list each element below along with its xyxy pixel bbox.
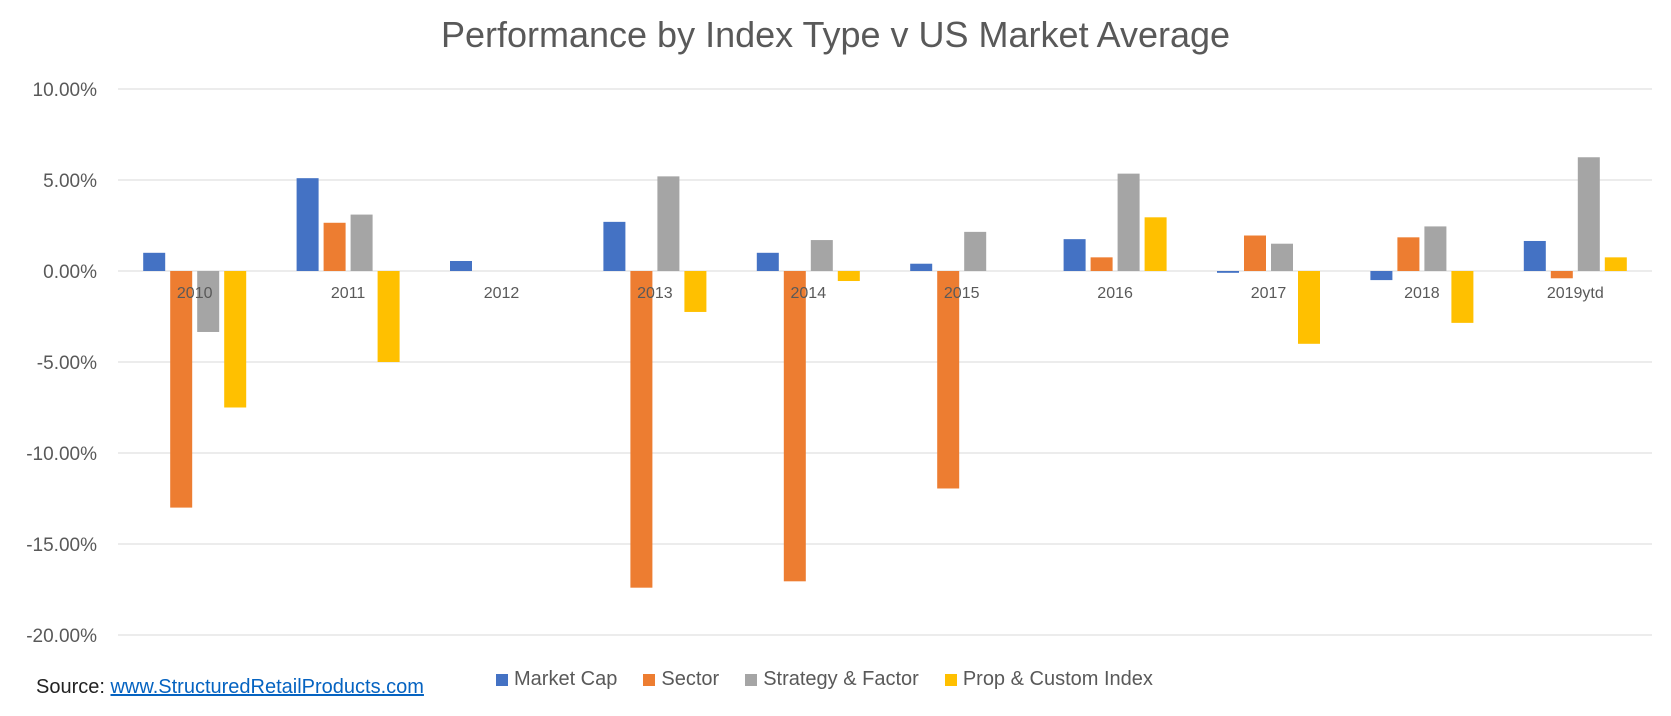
bar xyxy=(1271,243,1293,271)
bar xyxy=(197,271,220,332)
x-category-label: 2018 xyxy=(1404,285,1440,302)
bar xyxy=(1217,271,1239,273)
legend-item: Prop & Custom Index xyxy=(944,668,1153,691)
bar xyxy=(937,271,960,489)
bar xyxy=(1523,240,1546,271)
bar xyxy=(1550,271,1573,279)
chart-title: Performance by Index Type v US Market Av… xyxy=(440,14,1231,55)
bar xyxy=(657,176,680,271)
bar xyxy=(1424,226,1447,271)
y-tick-label: 5.00% xyxy=(43,171,97,192)
x-category-label: 2016 xyxy=(1097,285,1133,302)
bar xyxy=(684,271,707,312)
x-category-label: 2015 xyxy=(944,285,980,302)
legend-label: Market Cap xyxy=(514,668,618,690)
bar xyxy=(450,260,472,271)
legend-swatch xyxy=(643,673,656,686)
legend-swatch xyxy=(944,673,957,686)
bar xyxy=(1063,239,1086,271)
x-category-label: 2017 xyxy=(1251,285,1287,302)
x-category-label: 2010 xyxy=(177,285,213,302)
bar xyxy=(910,263,933,271)
bar xyxy=(224,271,247,408)
bar xyxy=(323,222,346,271)
y-tick-label: 10.00% xyxy=(33,80,98,101)
y-tick-label: -10.00% xyxy=(26,444,97,465)
bar xyxy=(1144,217,1167,271)
x-category-label: 2014 xyxy=(791,285,827,302)
bar xyxy=(1577,157,1600,271)
bar xyxy=(756,252,779,271)
y-tick-label: -5.00% xyxy=(37,353,97,374)
legend-label: Strategy & Factor xyxy=(763,668,919,690)
bar xyxy=(964,231,987,271)
legend-item: Strategy & Factor xyxy=(745,668,919,691)
legend-item: Sector xyxy=(643,668,719,691)
legend-swatch xyxy=(496,673,508,686)
source-note: Source: www.StructuredRetailProducts.com xyxy=(36,676,424,699)
x-category-label: 2011 xyxy=(331,285,366,302)
bar xyxy=(143,252,166,271)
y-tick-label: 0.00% xyxy=(43,262,97,283)
bar xyxy=(783,271,806,582)
bars xyxy=(143,157,1627,588)
bar xyxy=(1117,173,1140,271)
bar xyxy=(1090,257,1113,271)
bar xyxy=(630,271,653,588)
source-link[interactable]: www.StructuredRetailProducts.com xyxy=(110,676,424,698)
legend-label: Prop & Custom Index xyxy=(962,668,1153,690)
bar xyxy=(837,271,860,282)
bar xyxy=(1397,237,1420,271)
legend: Market Cap Sector Strategy & Factor Prop & … xyxy=(496,668,1153,691)
x-category-label: 2013 xyxy=(637,285,673,302)
y-tick-label: -15.00% xyxy=(26,535,97,556)
legend-item: Market Cap xyxy=(496,668,617,691)
bar xyxy=(377,271,400,362)
x-axis-categories: 2010 2011 2012 2013 2014 2015 2016 2017 2018 2019… xyxy=(177,285,1604,302)
bar xyxy=(1451,271,1474,323)
source-prefix: Source: xyxy=(36,676,111,698)
legend-swatch xyxy=(745,673,758,686)
bar xyxy=(1298,271,1320,344)
y-axis-ticks: 10.00% 5.00% 0.00% -5.00% -10.00% -15.00% -20.… xyxy=(26,80,97,647)
bar xyxy=(810,240,833,271)
bar xyxy=(603,221,626,271)
y-tick-label: -20.00% xyxy=(26,626,97,647)
x-category-label: 2012 xyxy=(484,285,520,302)
bar xyxy=(296,178,319,271)
bar xyxy=(170,271,193,508)
bar xyxy=(1244,235,1266,271)
bar xyxy=(350,214,373,271)
gridlines xyxy=(118,88,1652,636)
legend-label: Sector xyxy=(661,668,720,690)
x-category-label: 2019ytd xyxy=(1547,285,1604,302)
bar xyxy=(1604,257,1627,271)
bar xyxy=(1370,271,1393,281)
